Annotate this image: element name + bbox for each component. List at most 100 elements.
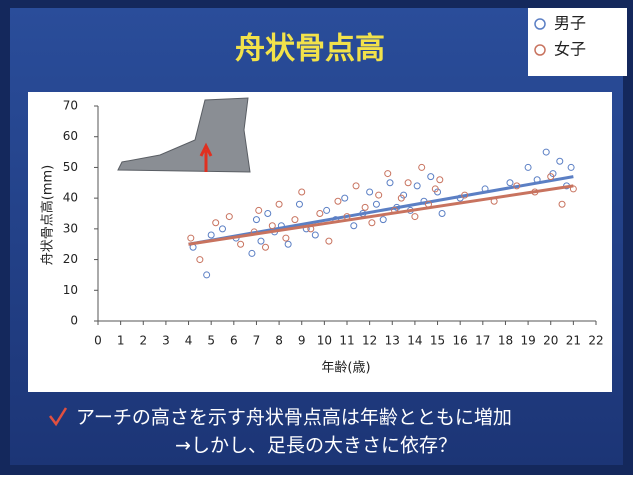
data-point bbox=[298, 188, 306, 196]
x-tick-label: 18 bbox=[498, 334, 513, 348]
data-point bbox=[513, 182, 521, 190]
y-tick-label: 20 bbox=[63, 252, 78, 266]
legend-marker bbox=[534, 18, 546, 30]
data-point bbox=[325, 237, 333, 245]
data-point bbox=[262, 243, 270, 251]
legend-label: 男子 bbox=[554, 14, 586, 33]
data-point bbox=[375, 191, 383, 199]
data-point bbox=[366, 188, 374, 196]
check-icon bbox=[49, 407, 68, 427]
data-point bbox=[248, 249, 256, 257]
data-point bbox=[397, 194, 405, 202]
x-tick-label: 5 bbox=[207, 334, 215, 348]
x-tick-label: 9 bbox=[298, 334, 306, 348]
data-point bbox=[567, 163, 575, 171]
data-point bbox=[547, 173, 555, 181]
x-tick-label: 14 bbox=[407, 334, 422, 348]
foot-image bbox=[117, 97, 251, 173]
data-point bbox=[438, 210, 446, 217]
x-tick-label: 2 bbox=[139, 334, 147, 348]
y-tick-label: 40 bbox=[63, 191, 78, 205]
x-tick-label: 7 bbox=[253, 334, 261, 348]
legend-label: 女子 bbox=[554, 40, 586, 59]
x-tick-label: 15 bbox=[430, 334, 445, 348]
slide-title: 舟状骨点高 bbox=[235, 32, 385, 67]
x-axis-label: 年齢(歳) bbox=[321, 361, 370, 376]
data-point bbox=[257, 237, 265, 245]
x-tick-label: 21 bbox=[566, 334, 581, 348]
x-tick-label: 3 bbox=[162, 334, 170, 348]
data-point bbox=[275, 200, 283, 208]
x-tick-label: 6 bbox=[230, 334, 238, 348]
x-tick-label: 4 bbox=[185, 334, 193, 348]
data-point bbox=[187, 234, 195, 242]
x-tick-label: 19 bbox=[520, 334, 535, 348]
data-point bbox=[295, 200, 303, 208]
data-point bbox=[524, 163, 532, 171]
x-tick-label: 8 bbox=[275, 334, 283, 348]
data-point bbox=[311, 231, 319, 239]
y-tick-label: 70 bbox=[63, 99, 78, 113]
data-point bbox=[372, 200, 380, 208]
y-tick-label: 30 bbox=[63, 221, 78, 235]
x-tick-label: 10 bbox=[317, 334, 332, 348]
data-point bbox=[252, 216, 260, 224]
data-point bbox=[334, 197, 342, 205]
data-point bbox=[361, 203, 369, 211]
x-tick-label: 12 bbox=[362, 334, 377, 348]
data-point bbox=[556, 157, 564, 165]
data-point bbox=[350, 222, 358, 230]
data-point bbox=[379, 216, 387, 224]
data-point bbox=[404, 179, 412, 187]
data-point bbox=[436, 176, 444, 184]
x-tick-label: 0 bbox=[94, 334, 102, 348]
y-axis-label: 舟状骨点高(mm) bbox=[40, 165, 56, 265]
data-point bbox=[427, 173, 435, 181]
data-point bbox=[384, 170, 392, 178]
data-point bbox=[268, 222, 276, 230]
x-tick-label: 13 bbox=[385, 334, 400, 348]
data-point bbox=[413, 182, 421, 190]
data-point bbox=[291, 216, 299, 224]
data-point bbox=[207, 231, 215, 239]
data-point bbox=[264, 210, 272, 217]
y-tick-label: 0 bbox=[70, 314, 78, 328]
foot-arrow bbox=[199, 142, 213, 172]
data-point bbox=[237, 240, 245, 248]
trend-line bbox=[188, 175, 574, 246]
legend-box bbox=[528, 8, 627, 76]
y-tick-label: 10 bbox=[63, 283, 78, 297]
data-point bbox=[418, 163, 426, 171]
data-point bbox=[411, 213, 419, 221]
x-tick-label: 1 bbox=[117, 334, 125, 348]
data-point bbox=[323, 206, 331, 214]
note-line: アーチの高さを示す舟状骨点高は年齢とともに増加 bbox=[76, 407, 512, 429]
x-tick-label: 17 bbox=[475, 334, 490, 348]
data-point bbox=[368, 219, 376, 227]
data-point bbox=[219, 225, 226, 233]
chart-area bbox=[28, 92, 612, 392]
x-tick-label: 20 bbox=[543, 334, 558, 348]
data-point bbox=[212, 219, 220, 227]
data-point bbox=[461, 191, 469, 199]
data-point bbox=[542, 148, 550, 156]
x-tick-label: 11 bbox=[339, 334, 354, 348]
x-tick-label: 16 bbox=[453, 334, 468, 348]
data-point bbox=[558, 200, 566, 208]
data-point bbox=[506, 179, 514, 187]
data-point bbox=[284, 240, 292, 248]
data-point bbox=[282, 234, 290, 242]
data-point bbox=[316, 210, 324, 217]
note-line: →しかし、足長の大きさに依存？ bbox=[175, 435, 457, 457]
data-point bbox=[203, 271, 211, 279]
y-tick-label: 50 bbox=[63, 160, 78, 174]
y-tick-label: 60 bbox=[63, 129, 78, 143]
data-point bbox=[431, 185, 439, 193]
trend-line bbox=[188, 184, 574, 246]
data-point bbox=[255, 206, 263, 214]
x-tick-label: 22 bbox=[588, 334, 603, 348]
legend-marker bbox=[534, 44, 546, 56]
data-point bbox=[341, 194, 349, 202]
data-point bbox=[386, 179, 394, 187]
